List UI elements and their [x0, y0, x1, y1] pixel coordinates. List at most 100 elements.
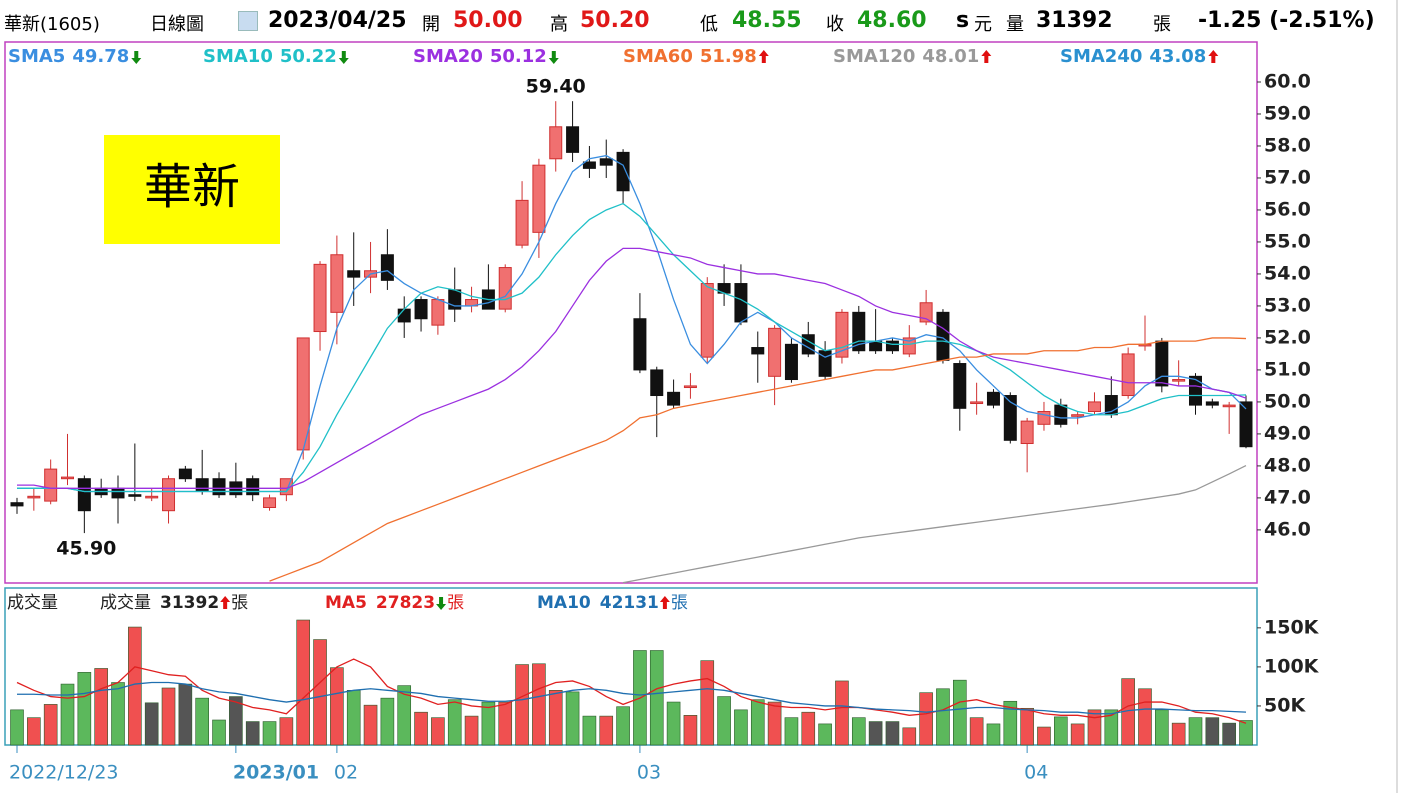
volume-legend-unit: 張: [231, 593, 248, 613]
candle-body: [1239, 401, 1253, 448]
y-tick-label: 47.0: [1264, 486, 1311, 508]
volume-bar: [43, 704, 58, 746]
candle-body: [616, 151, 630, 192]
volume-legend-value: 31392: [160, 593, 219, 613]
date: 2023/04/25: [268, 8, 407, 33]
volume-bar: [1205, 717, 1220, 746]
volume-bar: [565, 691, 580, 746]
volume-bar: [1003, 700, 1018, 746]
trend-arrow: [338, 51, 349, 64]
candle-body: [111, 487, 125, 499]
volume-bar: [969, 717, 984, 746]
candle-body: [919, 302, 933, 323]
volume-bar: [767, 701, 782, 746]
y-tick-label: 52.0: [1264, 326, 1311, 348]
candle-body: [1222, 404, 1236, 408]
volume-bar: [784, 717, 799, 746]
legend-name: SMA240: [1060, 46, 1142, 67]
price-annotation: 45.90: [56, 538, 116, 560]
period[interactable]: 日線圖: [150, 14, 204, 35]
candle-body: [986, 391, 1000, 406]
volume-bar: [649, 650, 664, 746]
volume-legend-value: 42131: [600, 593, 659, 613]
volume-bar: [27, 717, 41, 746]
candle-body: [1205, 401, 1219, 406]
volume-bar: [1222, 722, 1236, 746]
volume-bar: [212, 719, 226, 746]
ma-line: [269, 337, 1247, 582]
candle-body: [700, 283, 714, 358]
open-label: 開: [422, 14, 440, 35]
volume-bar: [919, 692, 933, 746]
candle-body: [498, 267, 512, 310]
volume-bar: [750, 699, 765, 746]
high: 50.20: [580, 8, 650, 33]
trend-arrow: [659, 596, 670, 609]
volume-bar: [414, 711, 428, 746]
candle-body: [380, 254, 394, 281]
candle-body: [633, 318, 647, 371]
volume-bar: [94, 668, 108, 746]
candle-body: [801, 334, 815, 355]
y-tick-label: 48.0: [1264, 454, 1311, 476]
candle-body: [1121, 353, 1135, 397]
volume-label: 量: [1006, 14, 1024, 35]
candle-body: [431, 299, 445, 326]
candle-body: [532, 164, 546, 233]
volume-bar: [447, 699, 462, 746]
volume-ma-line: [16, 658, 1247, 724]
candle-body: [1172, 379, 1186, 382]
volume-bar: [666, 701, 681, 746]
volume-bar: [1070, 723, 1085, 746]
candle-body: [10, 502, 24, 507]
volume-bar: [801, 711, 816, 746]
volume-bar: [616, 706, 630, 746]
volume-bar: [481, 701, 496, 746]
stamp-box: [104, 135, 280, 244]
candle-body: [936, 311, 950, 361]
volume-bar: [380, 697, 395, 746]
y-tick-label: 54.0: [1264, 262, 1311, 284]
volume-bar: [1087, 709, 1102, 746]
close: 48.60: [857, 8, 927, 33]
y-tick-label: 59.0: [1264, 102, 1311, 124]
volume-tick-label: 50K: [1264, 694, 1306, 716]
candle-body: [1071, 414, 1085, 417]
volume-bar: [902, 727, 917, 746]
y-tick-label: 51.0: [1264, 358, 1311, 380]
volume-bar: [1171, 722, 1186, 746]
candle-body: [263, 497, 277, 508]
high-label: 高: [550, 14, 568, 35]
ma-line: [17, 202, 1247, 493]
y-tick-label: 58.0: [1264, 134, 1311, 156]
volume-bar: [144, 702, 159, 746]
volume-bar: [161, 687, 176, 746]
low-label: 低: [700, 14, 718, 35]
trend-arrow: [758, 50, 769, 63]
candle-body: [1087, 401, 1101, 413]
unit: 元: [974, 14, 992, 35]
dropdown-icon[interactable]: [238, 11, 258, 31]
volume-tick-label: 100K: [1264, 655, 1320, 677]
legend-value: 50.22: [280, 46, 337, 67]
volume-bar: [717, 696, 731, 746]
volume-bar: [195, 697, 209, 746]
y-tick-label: 53.0: [1264, 294, 1311, 316]
candle-body: [212, 478, 226, 496]
candle-body: [751, 347, 765, 355]
legend-name: SMA120: [833, 46, 915, 67]
ma-line: [17, 247, 1247, 489]
volume-bar: [582, 715, 597, 746]
volume-ma-line: [17, 681, 1247, 715]
legend-value: 48.01: [922, 46, 979, 67]
volume-bar: [60, 683, 75, 746]
volume-bar: [936, 688, 950, 746]
volume-bar: [515, 664, 529, 746]
candle-body: [734, 283, 748, 323]
volume-legend-name: MA10: [537, 593, 591, 613]
volume-bar: [532, 663, 546, 746]
candle-body: [1003, 395, 1017, 441]
volume-bar: [431, 717, 445, 746]
